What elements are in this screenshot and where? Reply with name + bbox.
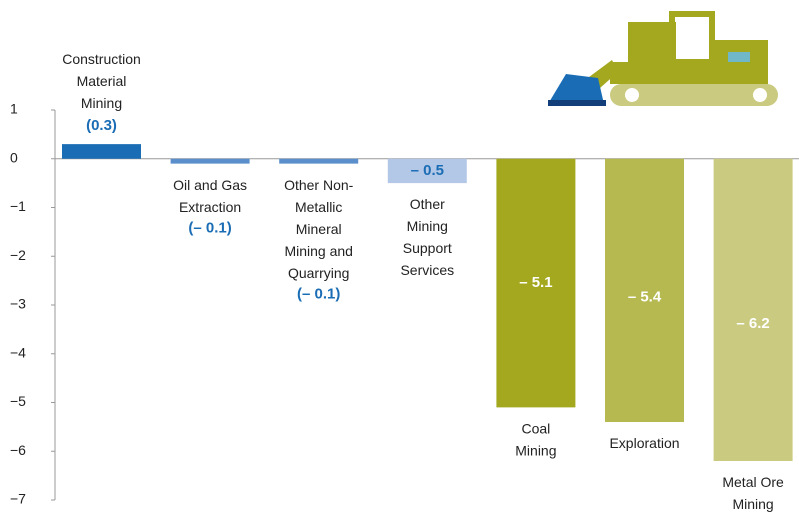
bar xyxy=(170,158,250,164)
category-label: Oil and Gas Extraction xyxy=(173,176,247,214)
bar xyxy=(713,158,793,461)
bar xyxy=(387,158,467,184)
y-tick-label: −5 xyxy=(10,393,26,409)
bar xyxy=(62,144,141,159)
category-label: Other Mining Support Services xyxy=(400,196,454,278)
value-label: – 5.4 xyxy=(628,288,662,305)
y-tick-label: −7 xyxy=(10,491,26,507)
value-label: – 6.2 xyxy=(736,315,769,332)
value-label: (0.3) xyxy=(86,117,117,134)
category-label: Construction Material Mining xyxy=(62,51,141,111)
category-label: Other Non-Metallic Mineral Mining and Quarr… xyxy=(284,176,354,280)
y-tick-label: −3 xyxy=(10,296,26,312)
value-label: (– 0.1) xyxy=(188,220,231,237)
bar xyxy=(279,158,359,164)
value-label: – 0.5 xyxy=(411,162,444,179)
value-label: (– 0.1) xyxy=(297,286,340,303)
y-tick-label: −4 xyxy=(10,344,26,360)
y-tick-label: −6 xyxy=(10,442,26,458)
bar xyxy=(605,158,684,422)
value-label: – 5.1 xyxy=(519,274,552,291)
bar xyxy=(496,158,576,408)
category-label: Metal Ore Mining xyxy=(722,474,784,512)
y-tick-label: −2 xyxy=(10,247,26,263)
bulldozer-illustration xyxy=(548,11,778,106)
y-tick-label: 0 xyxy=(10,149,18,165)
category-label: Exploration xyxy=(609,435,679,451)
y-tick-label: 1 xyxy=(10,101,18,117)
y-tick-label: −1 xyxy=(10,198,26,214)
category-label: Coal Mining xyxy=(515,420,556,458)
